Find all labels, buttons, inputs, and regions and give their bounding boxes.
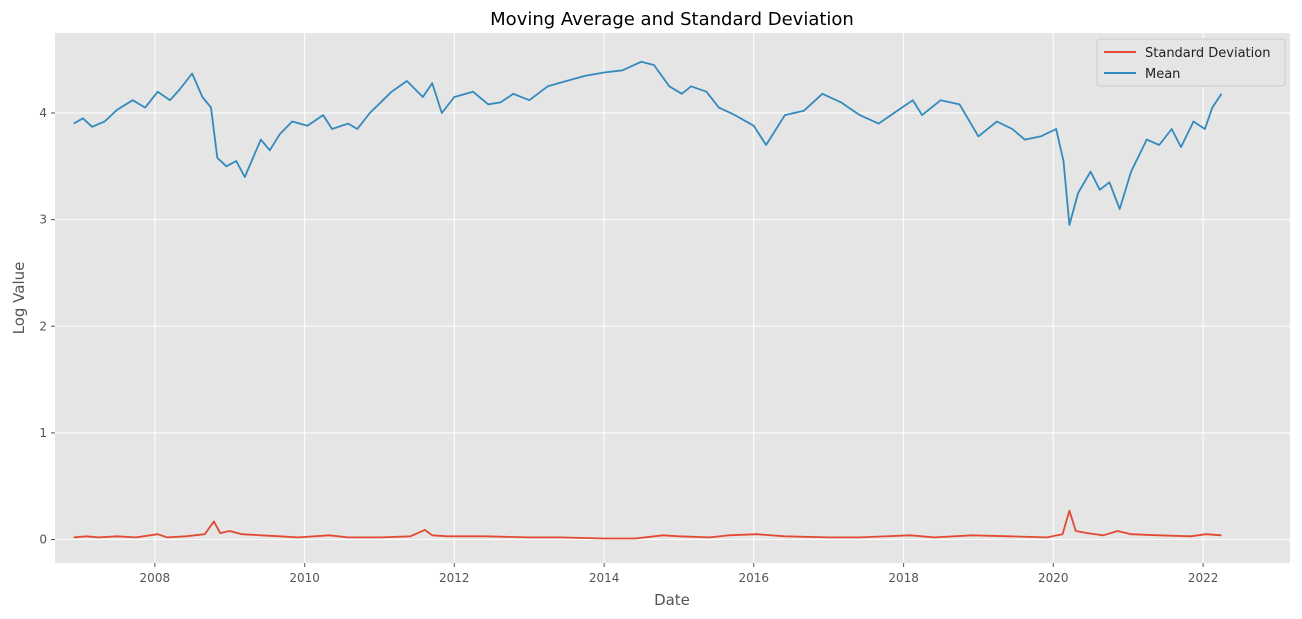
- x-tick-label: 2022: [1188, 571, 1219, 585]
- y-axis-ticks: 0 1 2 3 4: [39, 106, 55, 547]
- y-tick-label: 4: [39, 106, 47, 120]
- x-tick-label: 2018: [888, 571, 919, 585]
- x-tick-label: 2008: [140, 571, 171, 585]
- y-tick-label: 3: [39, 213, 47, 227]
- legend: Standard Deviation Mean: [1096, 38, 1286, 87]
- grid-lines: [55, 33, 1290, 563]
- series-layer: [73, 60, 1223, 540]
- y-tick-label: 1: [39, 426, 47, 440]
- chart-title: Moving Average and Standard Deviation: [490, 9, 854, 30]
- x-axis-ticks: 2008 2010 2012 2014 2016 2018 2020 2022: [140, 563, 1219, 585]
- plot-background: [55, 33, 1290, 563]
- series-line-mean: [73, 60, 1223, 226]
- legend-label-standard-deviation: Standard Deviation: [1145, 46, 1270, 61]
- x-tick-label: 2010: [289, 571, 320, 585]
- y-tick-label: 2: [39, 319, 47, 333]
- x-tick-label: 2016: [739, 571, 770, 585]
- x-axis-label: Date: [654, 591, 690, 609]
- x-tick-label: 2020: [1038, 571, 1069, 585]
- x-tick-label: 2014: [589, 571, 620, 585]
- y-tick-label: 0: [39, 533, 47, 547]
- legend-label-mean: Mean: [1145, 67, 1180, 82]
- series-line-standard-deviation: [73, 509, 1222, 540]
- y-axis-label: Log Value: [10, 262, 28, 335]
- legend-box: [1096, 38, 1286, 87]
- x-tick-label: 2012: [439, 571, 470, 585]
